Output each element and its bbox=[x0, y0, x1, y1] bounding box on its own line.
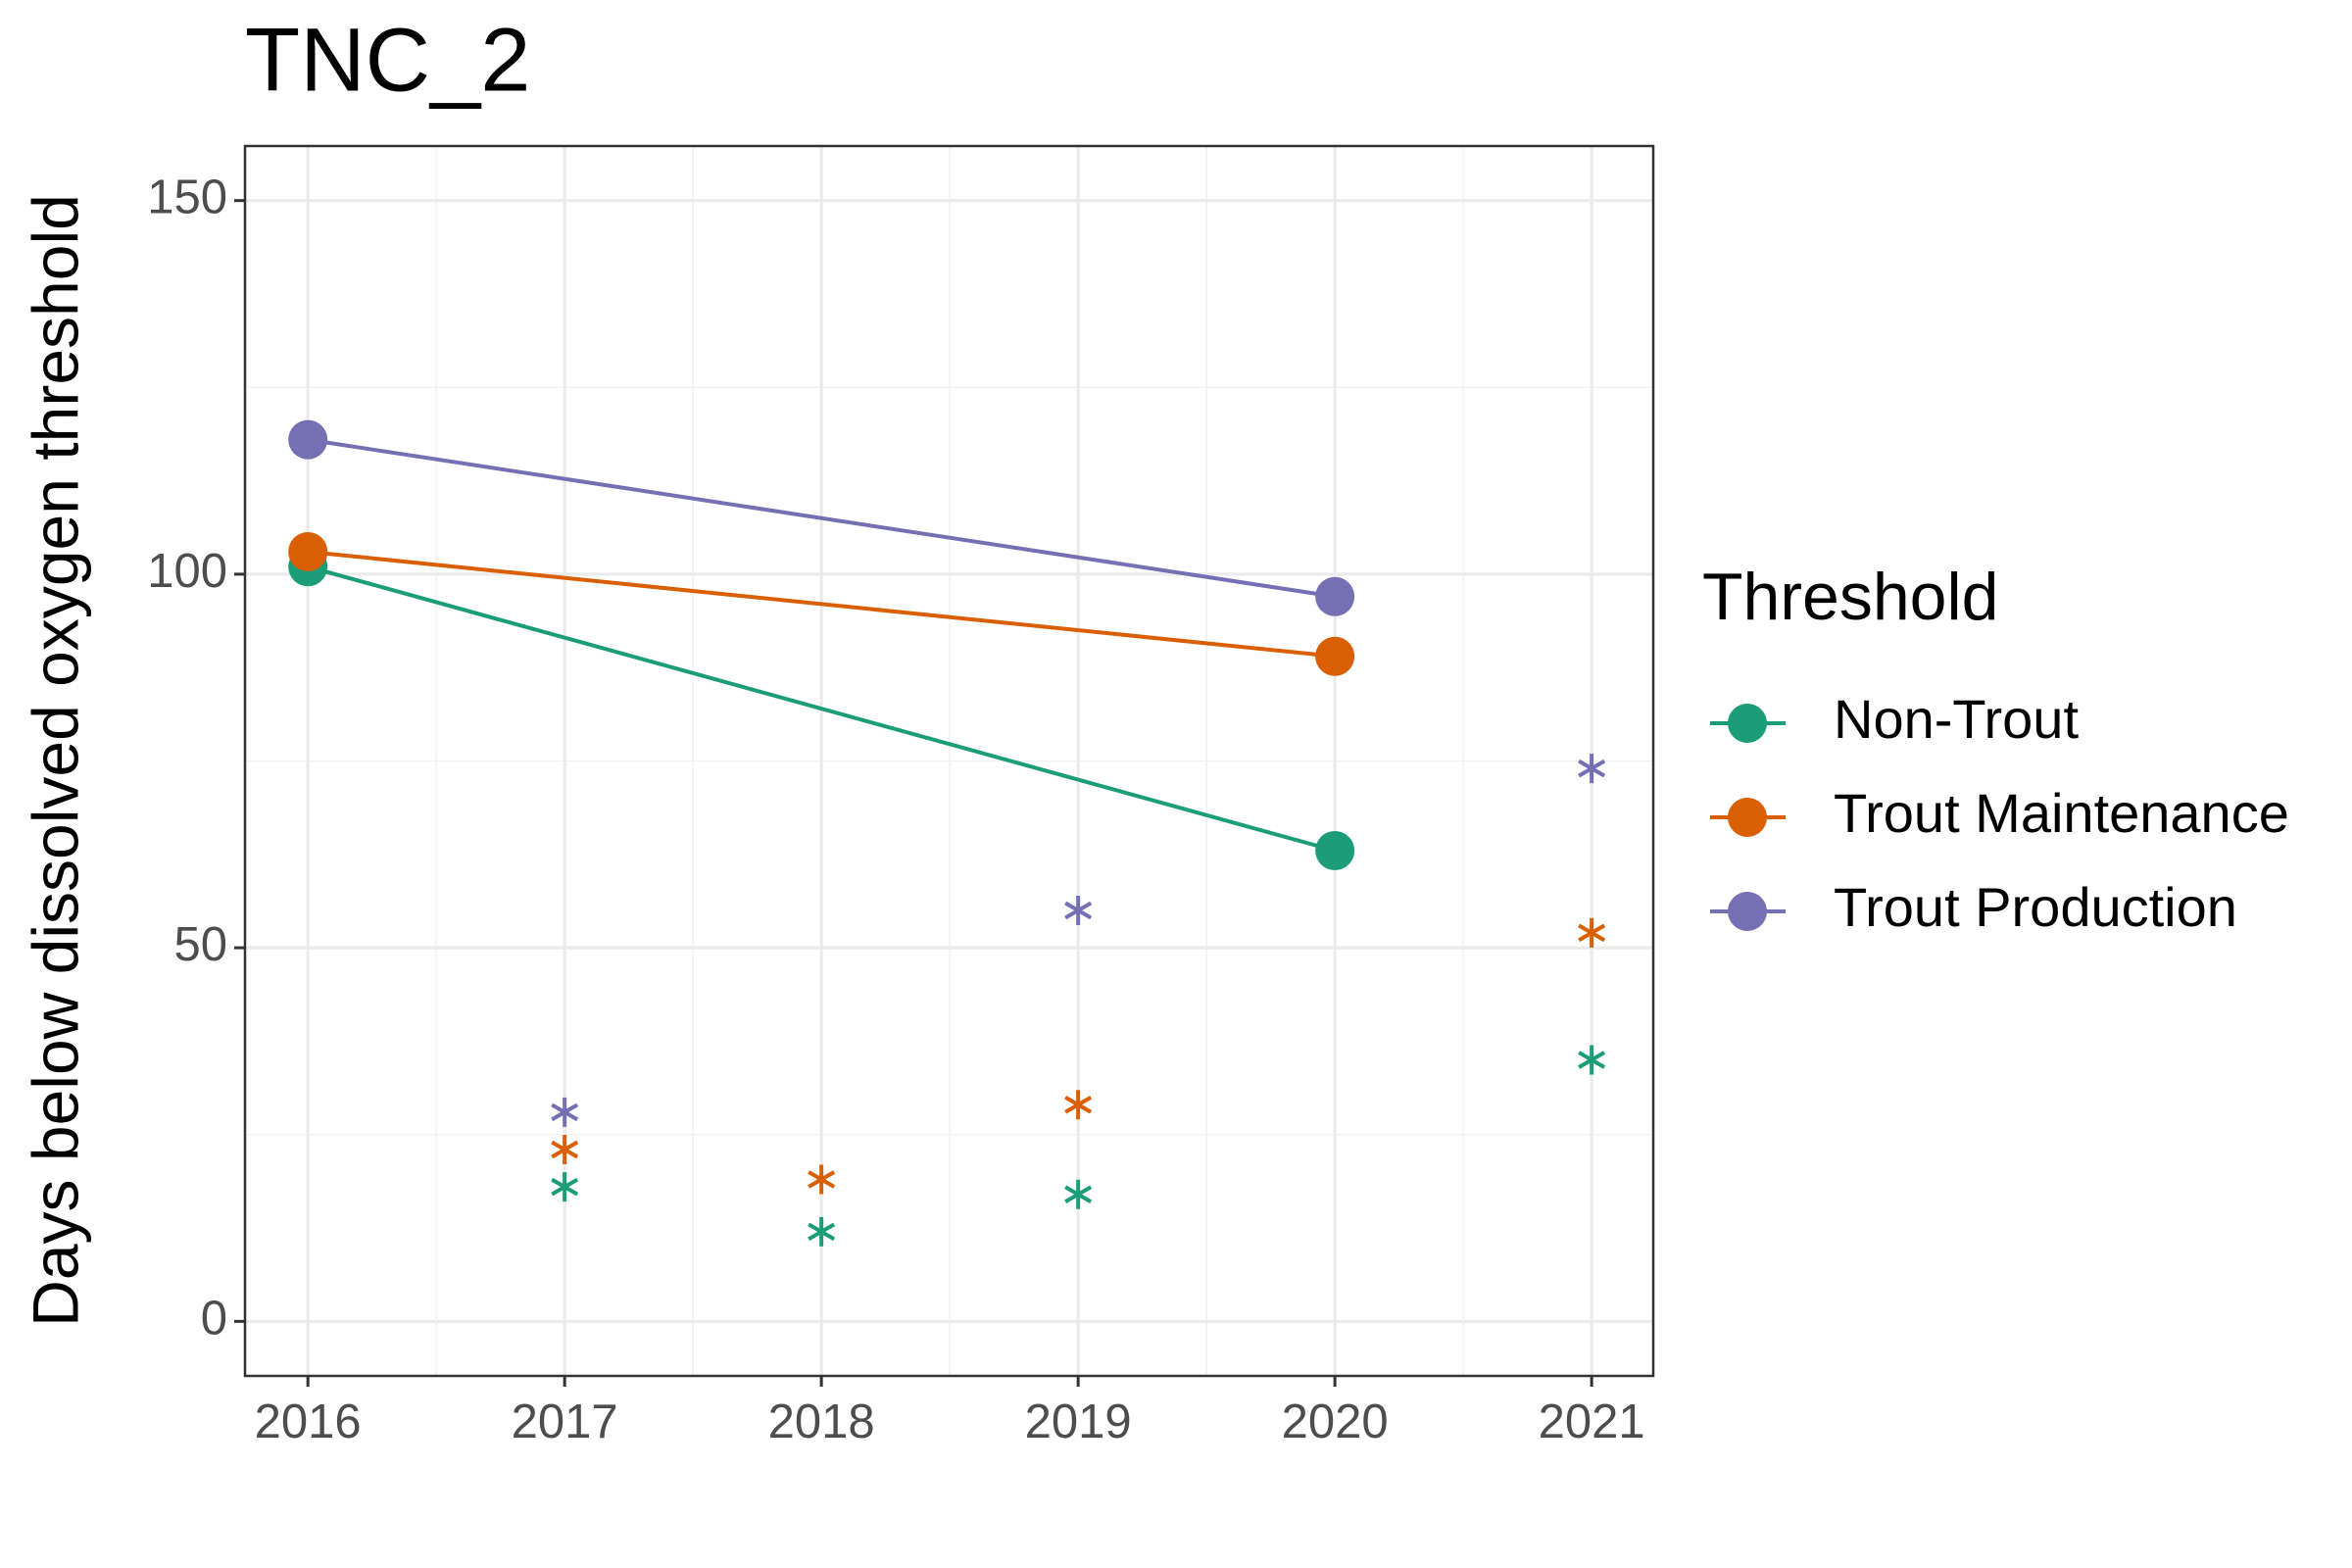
y-axis-title: Days below dissolved oxygen threshold bbox=[19, 194, 91, 1327]
legend-marker bbox=[1728, 798, 1767, 837]
series-line bbox=[307, 437, 1336, 599]
partial-point bbox=[1578, 917, 1606, 948]
x-tick-label: 2017 bbox=[512, 1396, 618, 1448]
y-tick-label: 150 bbox=[147, 172, 227, 224]
partial-point bbox=[808, 1216, 836, 1247]
legend-marker bbox=[1728, 892, 1767, 931]
point bbox=[288, 419, 328, 460]
y-tick-label: 0 bbox=[201, 1292, 227, 1345]
point bbox=[288, 532, 328, 572]
legend-label: Trout Production bbox=[1834, 876, 2237, 938]
partial-point bbox=[551, 1134, 579, 1164]
partial-point bbox=[1064, 1179, 1093, 1209]
partial-point bbox=[1578, 1045, 1606, 1075]
point bbox=[1315, 576, 1355, 616]
legend-title: Threshold bbox=[1702, 560, 1998, 634]
plot-border bbox=[243, 144, 1655, 1378]
partial-point bbox=[551, 1097, 579, 1127]
y-tick-label: 50 bbox=[173, 918, 227, 971]
x-tick-label: 2016 bbox=[255, 1396, 362, 1448]
legend-label: Non-Trout bbox=[1834, 688, 2079, 750]
point bbox=[1315, 636, 1355, 676]
partial-point bbox=[1064, 1090, 1093, 1120]
partial-point bbox=[808, 1164, 836, 1195]
x-tick-label: 2019 bbox=[1025, 1396, 1132, 1448]
series-line bbox=[307, 564, 1336, 853]
point bbox=[1315, 830, 1355, 870]
x-tick-label: 2018 bbox=[768, 1396, 875, 1448]
chart-title: TNC_2 bbox=[245, 10, 530, 110]
x-tick-label: 2020 bbox=[1282, 1396, 1389, 1448]
legend-label: Trout Maintenance bbox=[1834, 782, 2289, 844]
partial-point bbox=[1578, 754, 1606, 784]
partial-point bbox=[1064, 895, 1093, 925]
y-tick-label: 100 bbox=[147, 545, 227, 598]
legend-marker bbox=[1728, 704, 1767, 743]
x-tick-label: 2021 bbox=[1539, 1396, 1645, 1448]
series-line bbox=[307, 550, 1336, 659]
partial-point bbox=[551, 1172, 579, 1202]
